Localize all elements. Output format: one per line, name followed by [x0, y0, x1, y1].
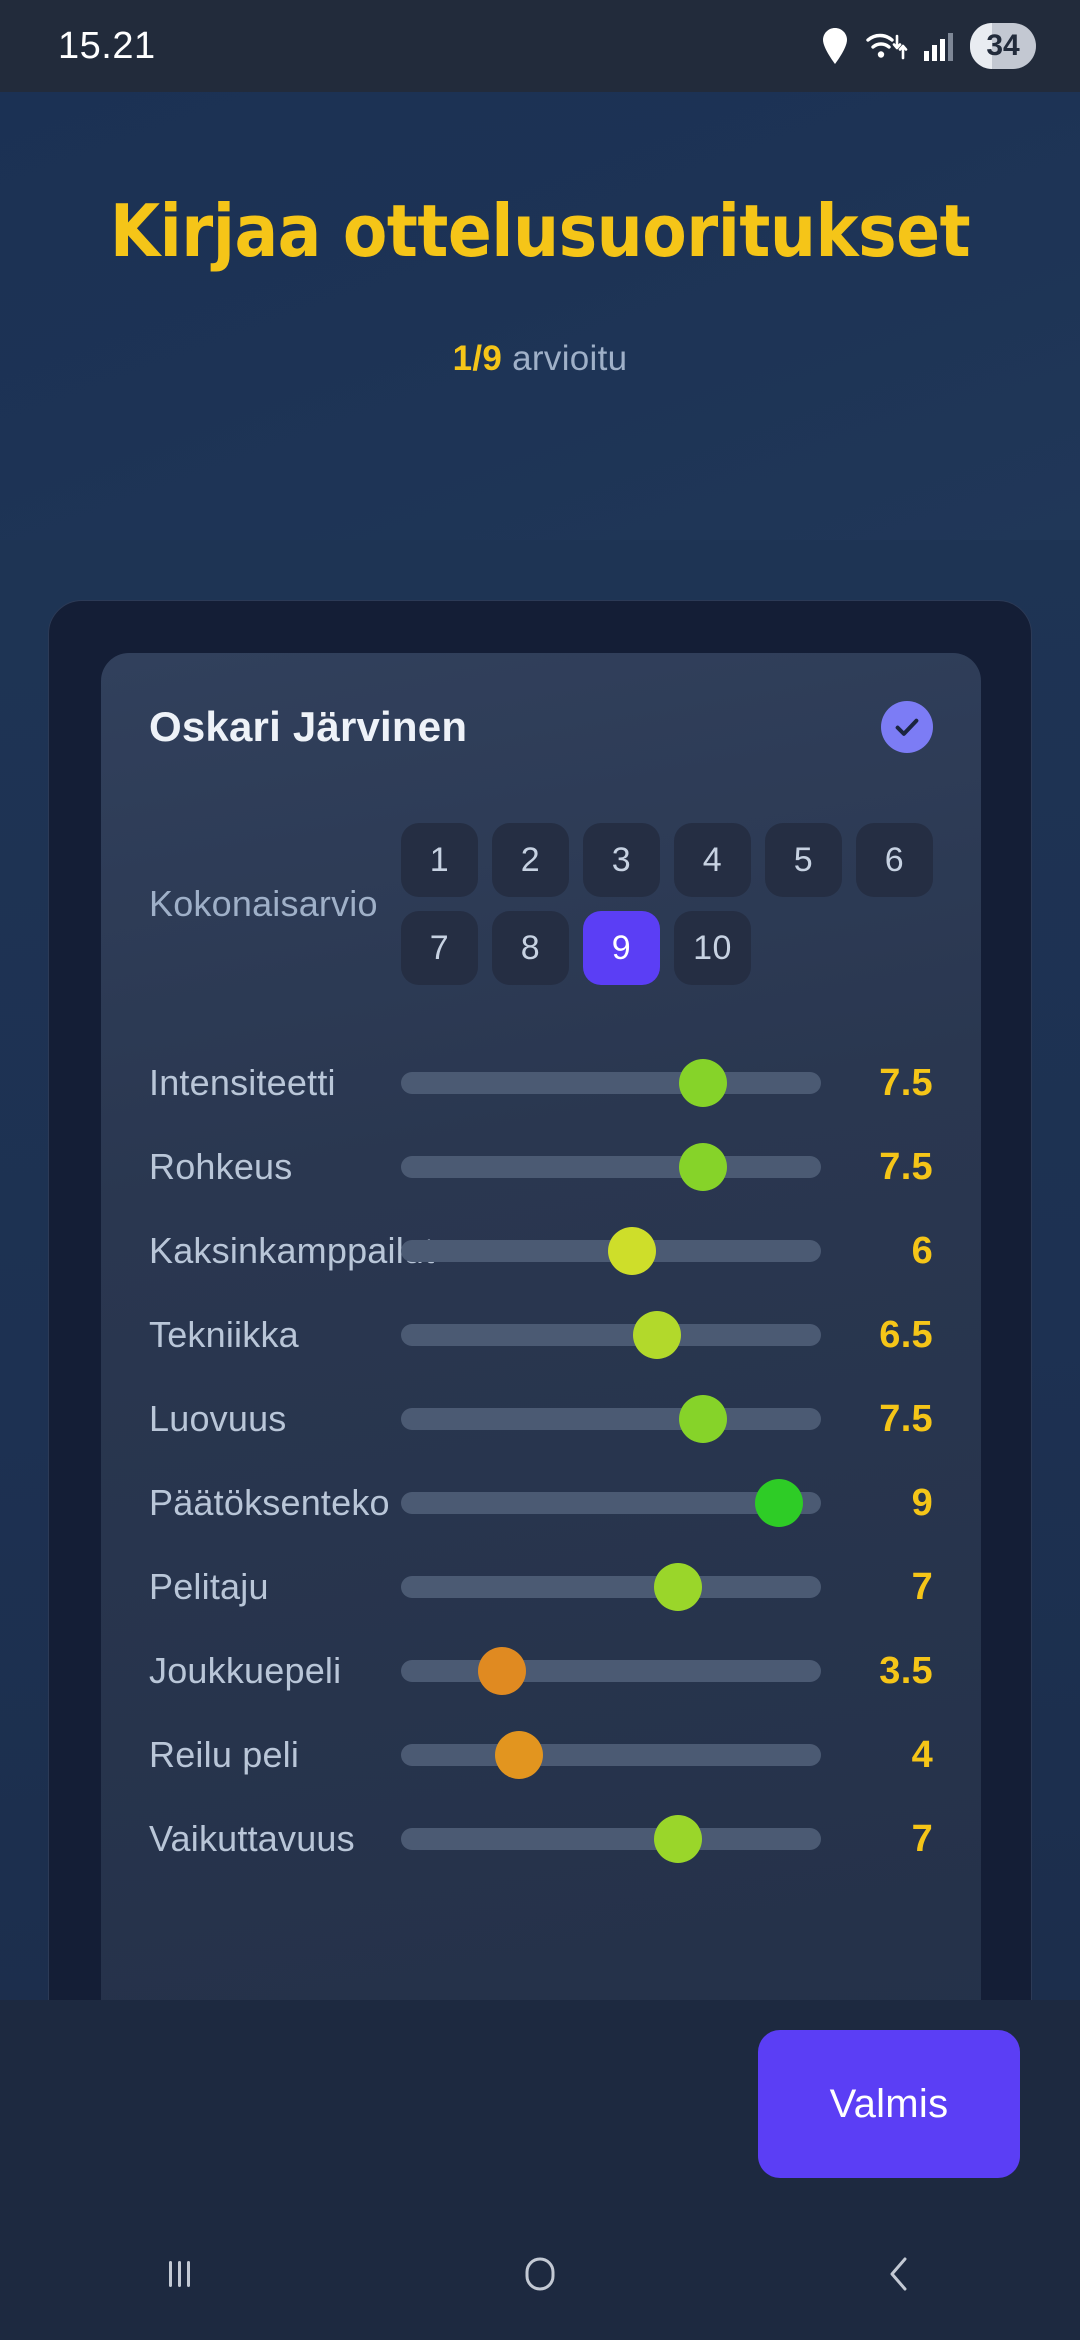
attribute-slider[interactable]	[401, 1797, 821, 1881]
attribute-value: 7	[911, 1565, 933, 1608]
slider-track	[401, 1492, 821, 1514]
slider-thumb[interactable]	[679, 1143, 728, 1191]
rating-option-3[interactable]: 3	[583, 823, 660, 897]
overall-rating-row: Kokonaisarvio 1 2 3 4 5 6 7 8 9 10	[149, 823, 933, 985]
slider-thumb[interactable]	[654, 1563, 703, 1611]
attribute-label: Vaikuttavuus	[149, 1818, 355, 1859]
status-bar: 15.21	[0, 0, 1080, 92]
attribute-label: Luovuus	[149, 1398, 287, 1439]
rating-option-9[interactable]: 9	[583, 911, 660, 985]
status-time: 15.21	[58, 24, 156, 67]
slider-track	[401, 1072, 821, 1094]
attribute-row: Pelitaju 7	[149, 1545, 933, 1629]
attribute-label: Rohkeus	[149, 1146, 293, 1187]
rating-option-5[interactable]: 5	[765, 823, 842, 897]
attribute-row: Joukkuepeli 3.5	[149, 1629, 933, 1713]
overall-rating-grid[interactable]: 1 2 3 4 5 6 7 8 9 10	[401, 823, 933, 985]
attribute-slider[interactable]	[401, 1377, 821, 1461]
attribute-value: 6	[911, 1229, 933, 1272]
attribute-label: Pelitaju	[149, 1566, 269, 1607]
attribute-slider-list: Intensiteetti 7.5 Rohkeus 7.5 Kaksinkamppail…	[149, 1041, 933, 1881]
attribute-row: Päätöksenteko 9	[149, 1461, 933, 1545]
attribute-value: 7.5	[879, 1145, 933, 1188]
page-title: Kirjaa ottelusuoritukset	[109, 189, 971, 273]
attribute-slider[interactable]	[401, 1209, 821, 1293]
attribute-slider[interactable]	[401, 1125, 821, 1209]
rating-option-7[interactable]: 7	[401, 911, 478, 985]
player-header-row: Oskari Järvinen	[149, 701, 933, 753]
attribute-value: 9	[911, 1481, 933, 1524]
slider-track	[401, 1576, 821, 1598]
attribute-slider[interactable]	[401, 1713, 821, 1797]
rating-option-6[interactable]: 6	[856, 823, 933, 897]
slider-thumb[interactable]	[608, 1227, 656, 1275]
attribute-row: Reilu peli 4	[149, 1713, 933, 1797]
attribute-label: Joukkuepeli	[149, 1650, 342, 1691]
overall-rating-label: Kokonaisarvio	[149, 883, 378, 924]
page-header: Kirjaa ottelusuoritukset 1/9 arvioitu	[0, 92, 1080, 540]
footer-bar: Valmis	[0, 2000, 1080, 2208]
battery-level: 34	[986, 29, 1020, 62]
slider-thumb[interactable]	[755, 1479, 803, 1527]
battery-icon: 34	[970, 23, 1036, 69]
android-nav-bar	[0, 2208, 1080, 2340]
slider-track	[401, 1828, 821, 1850]
attribute-label: Reilu peli	[149, 1734, 300, 1775]
attribute-slider[interactable]	[401, 1293, 821, 1377]
slider-thumb[interactable]	[494, 1731, 543, 1779]
slider-track	[401, 1324, 821, 1346]
wifi-icon	[864, 28, 908, 64]
slider-thumb[interactable]	[679, 1059, 728, 1107]
attribute-row: Vaikuttavuus 7	[149, 1797, 933, 1881]
slider-thumb[interactable]	[679, 1395, 728, 1443]
attribute-label: Tekniikka	[149, 1314, 299, 1355]
attribute-value: 3.5	[879, 1649, 933, 1692]
slider-track	[401, 1408, 821, 1430]
rating-option-2[interactable]: 2	[492, 823, 569, 897]
check-circle-icon[interactable]	[881, 701, 933, 753]
location-pin-icon	[820, 28, 850, 64]
back-icon[interactable]	[830, 2208, 970, 2340]
progress-subtitle: 1/9 arvioitu	[453, 339, 628, 379]
attribute-row: Luovuus 7.5	[149, 1377, 933, 1461]
attribute-slider[interactable]	[401, 1461, 821, 1545]
slider-thumb[interactable]	[477, 1647, 526, 1695]
attribute-row: Kaksinkamppailut 6	[149, 1209, 933, 1293]
cellular-signal-icon	[922, 29, 956, 63]
attribute-slider[interactable]	[401, 1041, 821, 1125]
attribute-slider[interactable]	[401, 1629, 821, 1713]
slider-thumb[interactable]	[633, 1311, 682, 1359]
recents-icon[interactable]	[110, 2208, 250, 2340]
rating-option-8[interactable]: 8	[492, 911, 569, 985]
rating-option-10[interactable]: 10	[674, 911, 751, 985]
attribute-label: Päätöksenteko	[149, 1482, 390, 1523]
attribute-label: Kaksinkamppailut	[149, 1230, 435, 1271]
attribute-slider[interactable]	[401, 1545, 821, 1629]
slider-track	[401, 1660, 821, 1682]
attribute-value: 6.5	[879, 1313, 933, 1356]
rating-option-1[interactable]: 1	[401, 823, 478, 897]
attribute-row: Rohkeus 7.5	[149, 1125, 933, 1209]
status-icon-group: 34	[820, 23, 1036, 69]
rating-option-4[interactable]: 4	[674, 823, 751, 897]
slider-track	[401, 1156, 821, 1178]
progress-fraction: 1/9	[452, 339, 503, 379]
progress-word: arvioitu	[512, 339, 628, 379]
player-name: Oskari Järvinen	[149, 703, 468, 750]
slider-track	[401, 1744, 821, 1766]
attribute-label: Intensiteetti	[149, 1062, 336, 1103]
attribute-value: 7.5	[879, 1397, 933, 1440]
attribute-row: Tekniikka 6.5	[149, 1293, 933, 1377]
attribute-value: 7.5	[879, 1061, 933, 1104]
attribute-row: Intensiteetti 7.5	[149, 1041, 933, 1125]
attribute-value: 7	[911, 1817, 933, 1860]
slider-thumb[interactable]	[654, 1815, 703, 1863]
done-button[interactable]: Valmis	[758, 2030, 1020, 2178]
home-icon[interactable]	[470, 2208, 610, 2340]
attribute-value: 4	[911, 1733, 933, 1776]
